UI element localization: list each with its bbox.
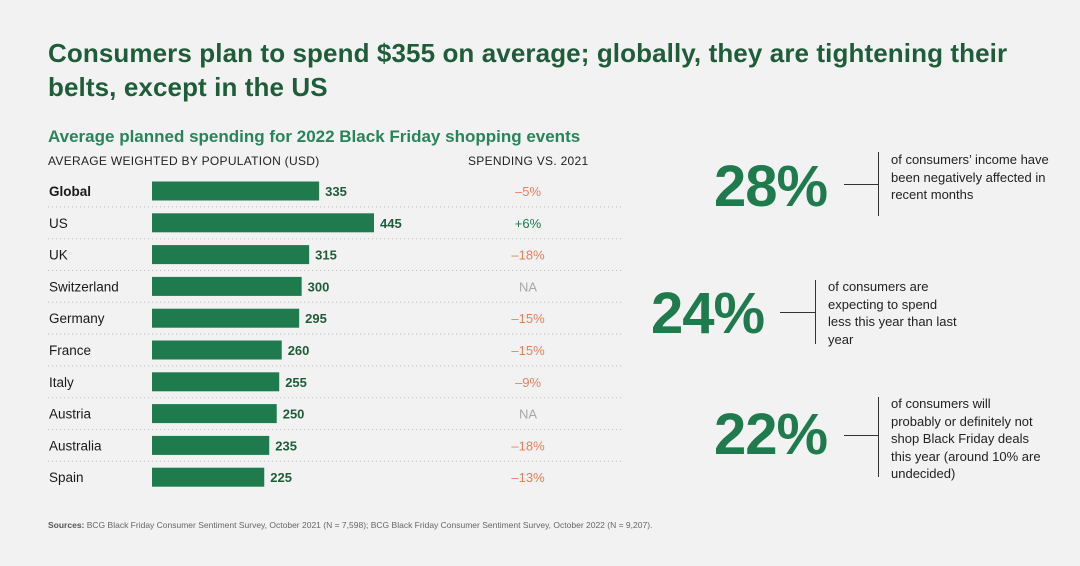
- category-label: France: [49, 343, 91, 358]
- change-label: –5%: [515, 184, 541, 199]
- stat-value: 22%: [714, 402, 828, 467]
- category-label: Austria: [49, 407, 92, 422]
- bar: [152, 213, 374, 233]
- bar-value-label: 295: [305, 311, 327, 326]
- bar-value-label: 335: [325, 184, 347, 199]
- bar: [152, 181, 320, 201]
- change-label: –18%: [511, 438, 545, 453]
- bar-value-label: 255: [285, 375, 307, 390]
- category-label: UK: [49, 248, 68, 263]
- bar: [152, 245, 310, 265]
- stat-value: 28%: [714, 154, 828, 219]
- change-label: –9%: [515, 375, 541, 390]
- source-note: Sources: BCG Black Friday Consumer Senti…: [48, 520, 652, 530]
- value-column-label: AVERAGE WEIGHTED BY POPULATION (USD): [48, 154, 320, 168]
- change-label: –15%: [511, 343, 545, 358]
- change-column-label: SPENDING VS. 2021: [468, 154, 589, 168]
- stat-connector: [844, 184, 878, 185]
- bar: [152, 435, 270, 455]
- headline: Consumers plan to spend $355 on average;…: [48, 38, 1008, 102]
- change-label: NA: [519, 279, 537, 294]
- bar-value-label: 300: [308, 279, 330, 294]
- stat-bracket: [878, 397, 879, 477]
- source-text: BCG Black Friday Consumer Sentiment Surv…: [86, 520, 653, 530]
- bar-value-label: 445: [380, 216, 402, 231]
- change-label: –13%: [511, 470, 545, 485]
- chart-title: Average planned spending for 2022 Black …: [48, 127, 581, 146]
- stat-value: 24%: [651, 281, 765, 346]
- bar-value-label: 225: [270, 470, 292, 485]
- stat-description: of consumers are expecting to spend less…: [828, 279, 957, 347]
- category-label: US: [49, 216, 68, 231]
- bar-chart: Global 335 –5% US 445 +6% UK 315 –18% Switzerland…: [48, 181, 622, 487]
- category-label: Global: [49, 184, 91, 199]
- stat-description: of consumers’ income have been negativel…: [891, 152, 1049, 202]
- bar: [152, 372, 280, 392]
- change-label: +6%: [515, 216, 542, 231]
- stat-connector: [844, 435, 878, 436]
- change-label: NA: [519, 407, 537, 422]
- stat-bracket: [815, 280, 816, 344]
- stat-bracket: [878, 152, 879, 216]
- category-label: Italy: [49, 375, 74, 390]
- change-label: –18%: [511, 248, 545, 263]
- bar-value-label: 250: [283, 407, 305, 422]
- bar: [152, 340, 282, 360]
- bar-value-label: 260: [288, 343, 310, 358]
- bar: [152, 276, 302, 296]
- bar: [152, 404, 277, 424]
- category-label: Australia: [49, 438, 102, 453]
- stat-connector: [780, 312, 815, 313]
- category-label: Germany: [49, 311, 105, 326]
- bar: [152, 467, 265, 487]
- source-label: Sources:: [48, 520, 85, 530]
- bar: [152, 308, 300, 328]
- category-label: Switzerland: [49, 279, 119, 294]
- category-label: Spain: [49, 470, 84, 485]
- change-label: –15%: [511, 311, 545, 326]
- bar-value-label: 235: [275, 438, 297, 453]
- stat-description: of consumers will probably or definitely…: [891, 396, 1041, 481]
- bar-value-label: 315: [315, 248, 337, 263]
